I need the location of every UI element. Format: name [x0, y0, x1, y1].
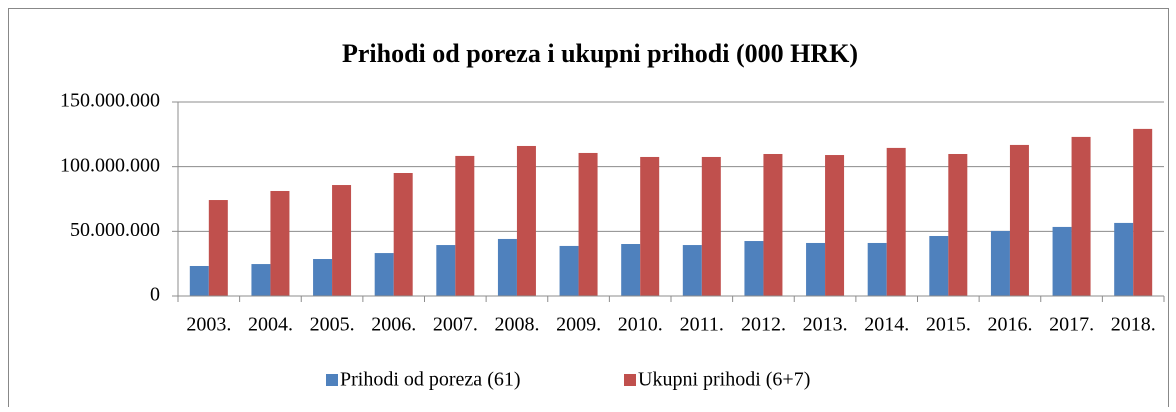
- bar: [559, 245, 579, 296]
- x-tick-label: 2017.: [1049, 314, 1094, 336]
- bar: [497, 238, 517, 296]
- bar: [270, 190, 290, 296]
- bar: [929, 235, 949, 296]
- x-tick-label: 2016.: [987, 314, 1032, 336]
- bar: [621, 244, 641, 296]
- bar: [516, 145, 536, 296]
- bar: [867, 242, 887, 296]
- bar: [393, 173, 413, 296]
- bar: [455, 155, 475, 296]
- bar: [825, 155, 845, 296]
- bar: [1133, 128, 1153, 296]
- chart-title: Prihodi od poreza i ukupni prihodi (000 …: [342, 39, 858, 68]
- bar: [251, 264, 271, 296]
- x-tick-label: 2009.: [556, 314, 601, 336]
- x-tick-label: 2005.: [310, 314, 355, 336]
- bar: [1071, 136, 1091, 296]
- bar: [208, 200, 228, 296]
- bar: [1052, 226, 1072, 296]
- bar: [640, 156, 660, 296]
- bar: [374, 253, 394, 296]
- x-tick-label: 2007.: [433, 314, 478, 336]
- y-tick-label: 100.000.000: [60, 154, 160, 176]
- x-tick-label: 2011.: [680, 314, 724, 336]
- bar: [990, 230, 1010, 296]
- bar: [744, 241, 764, 296]
- x-tick-label: 2008.: [494, 314, 539, 336]
- bar: [436, 245, 456, 296]
- legend-label: Prihodi od poreza (61): [340, 369, 521, 391]
- y-tick-label: 150.000.000: [60, 90, 160, 112]
- x-tick-label: 2006.: [371, 314, 416, 336]
- bar: [189, 265, 209, 296]
- bar: [886, 147, 906, 296]
- x-tick-label: 2014.: [864, 314, 909, 336]
- y-tick-label: 50.000.000: [70, 219, 160, 241]
- bar: [806, 242, 826, 296]
- x-tick-label: 2010.: [618, 314, 663, 336]
- bar: [682, 245, 702, 296]
- bar: [1114, 222, 1134, 296]
- x-tick-label: 2004.: [248, 314, 293, 336]
- x-tick-label: 2012.: [741, 314, 786, 336]
- bar: [1009, 144, 1029, 296]
- x-tick-label: 2013.: [803, 314, 848, 336]
- legend-swatch: [326, 374, 338, 386]
- bar: [313, 259, 333, 296]
- bar: [578, 152, 598, 296]
- x-tick-label: 2015.: [926, 314, 971, 336]
- bar: [701, 156, 721, 296]
- legend-swatch: [624, 374, 636, 386]
- bar: [332, 185, 352, 296]
- bar: [948, 153, 968, 296]
- x-tick-label: 2018.: [1111, 314, 1156, 336]
- y-tick-label: 0: [150, 284, 160, 306]
- legend-label: Ukupni prihodi (6+7): [638, 369, 810, 391]
- x-tick-label: 2003.: [186, 314, 231, 336]
- bar: [763, 153, 783, 296]
